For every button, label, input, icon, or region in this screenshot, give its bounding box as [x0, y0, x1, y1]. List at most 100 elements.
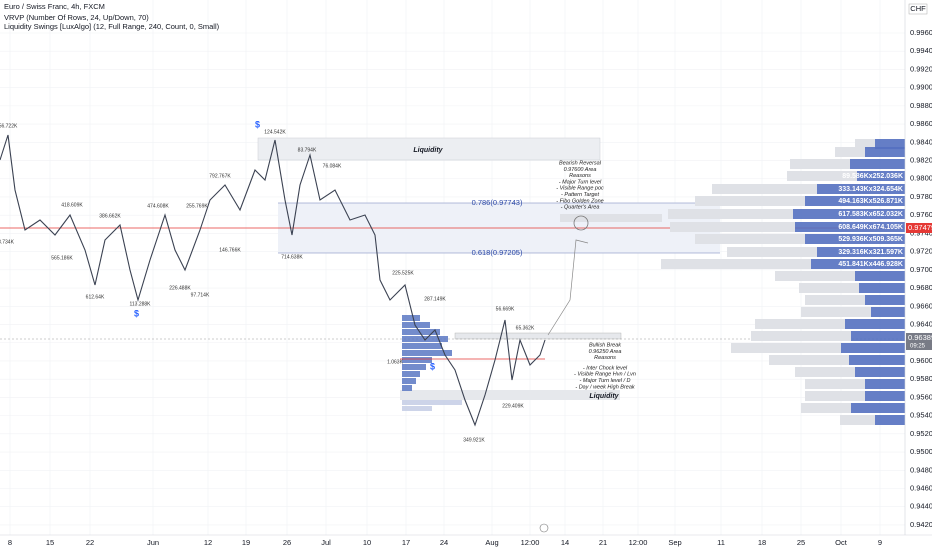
profile-bar	[787, 171, 857, 181]
liquidity-zone-bottom	[400, 390, 620, 400]
countdown: 09:25	[910, 344, 926, 350]
profile-bar	[670, 222, 795, 232]
indicator-legend: Liquidity Swings [LuxAlgo] (12, Full Ran…	[4, 22, 220, 31]
time-tick-label: 12:00	[629, 538, 648, 547]
swing-label: 56.722K	[0, 123, 18, 129]
profile-bar	[805, 295, 865, 305]
time-tick-label: 15	[46, 538, 54, 547]
swing-label: 3.734K	[0, 239, 15, 245]
price-tick-label: 0.97600	[910, 210, 932, 219]
current-price-tag	[906, 333, 932, 350]
swing-label: 97.714K	[191, 292, 210, 298]
note-line: Bullish Break	[589, 342, 621, 348]
profile-bar	[695, 234, 805, 244]
note-line: - Visible Range poc	[556, 186, 604, 192]
swing-label: 565.186K	[51, 255, 73, 261]
profile-bar	[835, 147, 865, 157]
profile-bar	[661, 259, 811, 269]
note-line: - Quarter's Area	[561, 205, 600, 211]
fib-label: 0.786(0.97743)	[472, 198, 523, 207]
note-line: - Pattern Target	[561, 192, 599, 198]
profile-bar	[849, 355, 905, 365]
swing-label: 226.488K	[169, 285, 191, 291]
projection-arrow	[547, 239, 589, 336]
profile-bar	[790, 159, 850, 169]
swing-label: 386.662K	[99, 213, 121, 219]
swing-label: 474.608K	[147, 203, 169, 209]
profile-bar	[805, 379, 865, 389]
profile-bar	[855, 139, 875, 149]
swing-label: 792.767K	[209, 173, 231, 179]
note-line: Reasons	[594, 355, 616, 361]
profile-bar	[865, 147, 905, 157]
swing-label: 83.794K	[298, 147, 317, 153]
currency: CHF	[910, 4, 926, 13]
profile-label: 608.649Kx674.105K	[838, 224, 903, 231]
note-line: - Major Turn level / D	[580, 378, 631, 384]
profile-bar	[865, 295, 905, 305]
profile-bar	[805, 234, 905, 244]
time-tick-label: 24	[440, 538, 448, 547]
time-tick-label: 14	[561, 538, 569, 547]
profile-bar	[795, 367, 855, 377]
note-line: - Fibo Golden Zone	[556, 198, 603, 204]
profile-bar	[845, 319, 905, 329]
profile-bar	[859, 283, 905, 293]
note-line: Bearish Reversal	[559, 160, 602, 166]
profile-bar	[775, 271, 855, 281]
profile-bar	[795, 222, 905, 232]
time-tick-label: 10	[363, 538, 371, 547]
profile-bar	[855, 367, 905, 377]
indicator-legend: VRVP (Number Of Rows, 24, Up/Down, 70)	[4, 13, 149, 22]
liquidity-zone-top	[257, 137, 601, 161]
swing-label: 146.766K	[219, 247, 241, 253]
swing-label: 1.063K	[387, 359, 404, 365]
profile-bar	[841, 343, 905, 353]
profile-bar	[801, 307, 871, 317]
price-axis	[905, 0, 932, 550]
profile-bar	[875, 139, 905, 149]
profile-label: 329.316Kx321.597K	[838, 249, 903, 256]
profile-bar	[755, 319, 845, 329]
time-tick-label: 11	[717, 538, 725, 547]
visible-range-profile	[661, 139, 905, 425]
swing-label: 76.084K	[323, 163, 342, 169]
note-line: 0.96250 Area	[589, 349, 622, 355]
last-price: 0.97479	[908, 223, 932, 232]
swing-label: 229.409K	[502, 403, 524, 409]
swing-label: 225.525K	[392, 270, 414, 276]
liquidity-label: Liquidity	[413, 147, 443, 154]
profile-bar	[799, 283, 859, 293]
event-icon[interactable]	[539, 523, 549, 533]
svg-text:$: $	[255, 119, 260, 129]
profile-label: 617.583Kx652.032K	[838, 211, 903, 218]
time-tick-label: 12	[204, 538, 212, 547]
profile-label: 89.586Kx252.036K	[842, 173, 903, 180]
profile-bar	[875, 415, 905, 425]
profile-bar	[850, 159, 905, 169]
time-tick-label: 22	[86, 538, 94, 547]
time-tick-label: 18	[758, 538, 766, 547]
time-tick-label: Aug	[485, 538, 498, 547]
profile-label: 529.936Kx509.365K	[838, 236, 903, 243]
time-tick-label: 19	[242, 538, 250, 547]
symbol-title: Euro / Swiss Franc, 4h, FXCM	[4, 2, 105, 11]
